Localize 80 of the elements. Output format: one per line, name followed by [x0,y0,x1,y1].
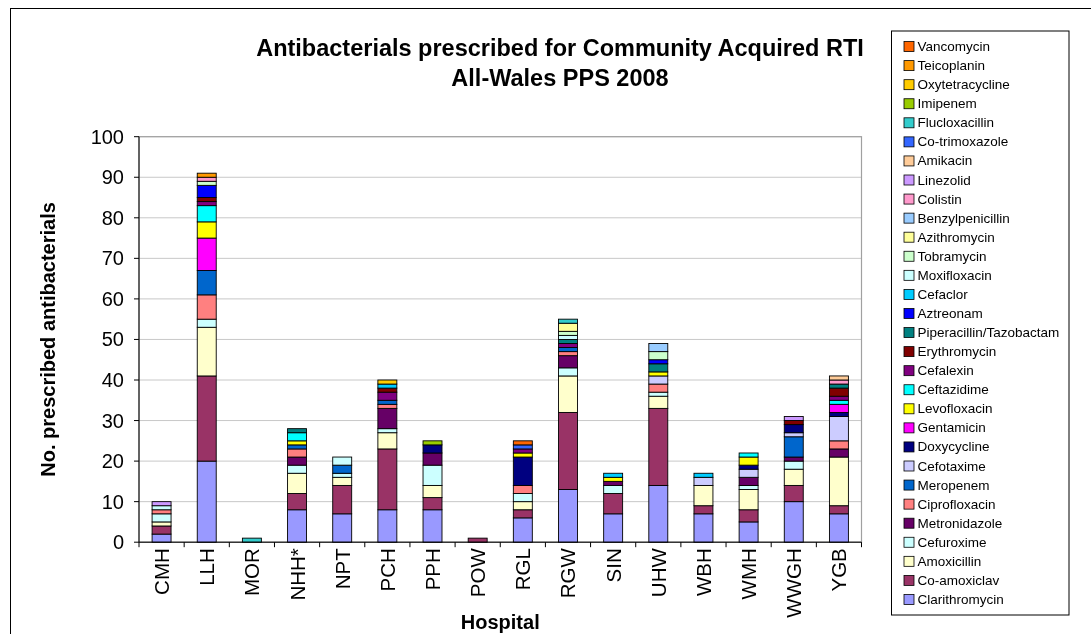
legend-label: Azithromycin [917,229,995,245]
legend-label: Benzylpenicillin [917,210,1010,226]
y-tick-label: 100 [90,125,124,148]
x-tick-label: SIN [601,548,625,583]
legend-label: Meropenem [917,477,990,493]
y-axis-title: No. prescribed antibacterials [37,202,59,477]
y-tick-label: 50 [101,328,124,351]
bar [377,407,398,430]
legend-label: Moxifloxacin [917,267,992,283]
x-tick-label: LLH [195,548,219,586]
bar [377,391,398,401]
legend-label: Metronidazole [917,515,1003,531]
bar [783,416,804,421]
bar [603,472,624,478]
legend-label: Teicoplanin [917,58,986,74]
legend-label: Ciprofloxacin [917,496,996,512]
x-tick-label: WWGH [782,548,806,618]
x-tick-label: PPH [421,548,445,591]
x-tick-label: PCH [375,548,399,592]
x-tick-label: POW [466,547,490,598]
legend-label: Imipenem [917,96,977,112]
y-tick-label: 20 [101,450,124,473]
bar [377,379,398,385]
x-tick-label: NPT [330,547,354,590]
legend-label: Aztreonam [917,305,983,321]
legend-label: Gentamicin [917,420,986,436]
x-tick-label: NHH* [285,548,309,601]
y-tick-label: 90 [101,166,124,189]
chart-subtitle: All-Wales PPS 2008 [451,65,669,91]
y-tick-label: 80 [101,206,124,229]
bar [558,322,578,332]
legend-label: Colistin [917,191,962,207]
bar [196,172,217,178]
legend-label: Oxytetracycline [917,77,1010,93]
y-tick-label: 10 [101,490,124,513]
legend-label: Clarithromycin [917,591,1004,607]
bar [151,501,172,507]
bar [151,513,172,523]
legend-label: Ceftazidime [917,382,989,398]
bar [828,375,849,381]
x-tick-label: RGW [556,547,580,599]
legend-label: Co-trimoxazole [917,134,1009,150]
bar [738,456,759,466]
chart-title: Antibacterials prescribed for Community Acquired RTI [256,35,864,61]
legend-label: Tobramycin [917,248,987,264]
legend-label: Levofloxacin [917,401,993,417]
bar [783,424,804,434]
legend-label: Linezolid [917,172,971,188]
x-tick-label: WBH [691,548,715,597]
bar [287,432,307,442]
y-tick-label: 60 [101,287,124,310]
legend-label: Amoxicillin [917,553,982,569]
bar [828,387,849,397]
legend-label: Cefotaxime [917,458,986,474]
legend-label: Amikacin [917,153,973,169]
y-tick-label: 30 [101,409,124,432]
legend-label: Flucloxacillin [917,115,995,131]
legend-label: Piperacillin/Tazobactam [917,325,1060,341]
x-tick-label: CMH [150,548,174,595]
legend-label: Co-amoxiclav [917,572,1000,588]
y-tick-label: 70 [101,247,124,270]
legend-label: Cefuroxime [917,534,987,550]
x-tick-label: MOR [240,548,264,597]
legend-label: Cefaclor [917,286,969,302]
x-axis-title: Hospital [460,611,540,633]
x-tick-label: UHW [646,547,670,598]
x-tick-label: RGL [511,548,535,591]
bar [196,184,217,198]
legend-label: Erythromycin [917,344,997,360]
y-tick-label: 0 [112,531,124,554]
y-tick-label: 40 [101,369,124,391]
x-tick-label: YGB [827,548,851,592]
bar [828,403,849,413]
x-tick-label: WMH [737,548,761,600]
bar [783,436,804,458]
legend-label: Vancomycin [917,39,991,55]
legend-label: Doxycycline [917,439,990,455]
legend-label: Cefalexin [917,363,974,379]
bar [648,363,669,373]
bar [512,440,533,446]
